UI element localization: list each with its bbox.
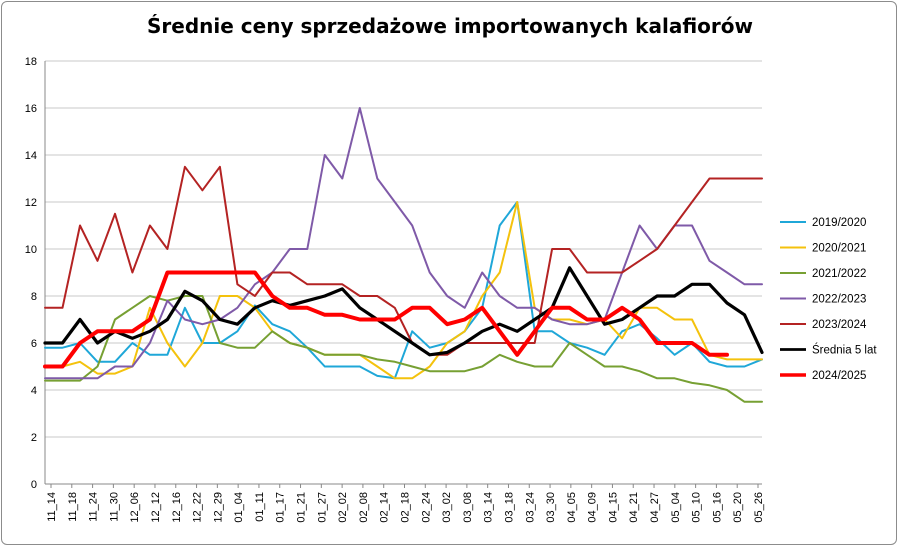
y-axis: 0 2 4 6 8 10 12 14 16 18 bbox=[25, 56, 37, 491]
x-tick-label: 12_16 bbox=[171, 492, 183, 523]
x-tick-label: 03_14 bbox=[483, 492, 495, 523]
series-line-2024-2025 bbox=[43, 270, 729, 369]
x-tick-label: 02_08 bbox=[358, 492, 370, 523]
x-tick-label: 03_08 bbox=[462, 492, 474, 523]
x-tick-label: 04_09 bbox=[587, 492, 599, 523]
x-tick-label: 12_29 bbox=[212, 492, 224, 523]
x-tick-label: 04_21 bbox=[628, 492, 640, 523]
legend-label: 2021/2022 bbox=[812, 268, 866, 280]
x-tick-label: 01_27 bbox=[316, 492, 328, 523]
y-tick-label: 18 bbox=[25, 56, 37, 68]
x-tick-label: 02_24 bbox=[420, 492, 432, 523]
x-axis: 11_14 11_18 11_24 11_30 12_06 12_12 12_16 12_22… bbox=[46, 484, 765, 523]
legend-label: Średnia 5 lat bbox=[812, 344, 877, 357]
y-tick-label: 8 bbox=[31, 291, 37, 303]
x-tick-label: 02_02 bbox=[337, 492, 349, 523]
legend-label: 2020/2021 bbox=[812, 243, 866, 255]
y-tick-label: 0 bbox=[31, 479, 37, 491]
x-tick-label: 03_24 bbox=[524, 492, 536, 523]
y-tick-label: 6 bbox=[31, 338, 37, 350]
x-tick-label: 11_18 bbox=[67, 492, 79, 522]
series-line--rednia-5-lat bbox=[43, 266, 764, 357]
x-tick-label: 04_05 bbox=[566, 492, 578, 523]
y-tick-label: 2 bbox=[31, 432, 37, 444]
x-tick-label: 04_15 bbox=[607, 492, 619, 523]
legend-label: 2019/2020 bbox=[812, 217, 866, 229]
grid-lines bbox=[44, 60, 762, 485]
x-tick-label: 05_16 bbox=[711, 492, 723, 523]
x-tick-label: 11_30 bbox=[108, 492, 120, 522]
x-tick-label: 12_06 bbox=[129, 492, 141, 523]
x-tick-label: 03_18 bbox=[503, 492, 515, 523]
y-tick-label: 16 bbox=[25, 103, 37, 115]
x-tick-label: 02_14 bbox=[379, 492, 391, 523]
x-tick-label: 05_20 bbox=[732, 492, 744, 523]
x-tick-label: 01_17 bbox=[275, 492, 287, 523]
series-line-2022-2023 bbox=[44, 107, 763, 380]
legend: 2019/2020 2020/2021 2021/2022 2022/2023 2023… bbox=[780, 217, 877, 382]
series-line-2021-2022 bbox=[44, 295, 763, 403]
legend-label: 2024/2025 bbox=[812, 370, 866, 382]
x-tick-label: 02_18 bbox=[400, 492, 412, 523]
legend-label: 2022/2023 bbox=[812, 294, 866, 306]
y-tick-label: 12 bbox=[25, 197, 37, 209]
x-tick-label: 05_04 bbox=[670, 492, 682, 523]
x-tick-label: 01_21 bbox=[296, 492, 308, 523]
x-tick-label: 01_04 bbox=[233, 492, 245, 523]
series-lines bbox=[43, 107, 764, 403]
x-tick-label: 11_14 bbox=[46, 492, 58, 522]
series-line-2023-2024 bbox=[44, 165, 763, 356]
chart-title: Średnie ceny sprzedażowe importowanych k… bbox=[147, 14, 753, 38]
series-line-2020-2021 bbox=[44, 201, 763, 380]
y-tick-label: 10 bbox=[25, 244, 37, 256]
x-tick-label: 12_22 bbox=[192, 492, 204, 523]
x-tick-label: 03_02 bbox=[441, 492, 453, 523]
x-tick-label: 01_11 bbox=[254, 492, 266, 522]
x-tick-label: 11_24 bbox=[88, 492, 100, 522]
x-tick-label: 12_12 bbox=[150, 492, 162, 523]
y-tick-label: 14 bbox=[25, 150, 37, 162]
legend-label: 2023/2024 bbox=[812, 319, 867, 331]
x-tick-label: 03_30 bbox=[545, 492, 557, 523]
x-tick-label: 05_26 bbox=[753, 492, 765, 523]
y-tick-label: 4 bbox=[31, 385, 37, 397]
x-tick-label: 04_27 bbox=[649, 492, 661, 523]
x-tick-label: 05_10 bbox=[691, 492, 703, 523]
